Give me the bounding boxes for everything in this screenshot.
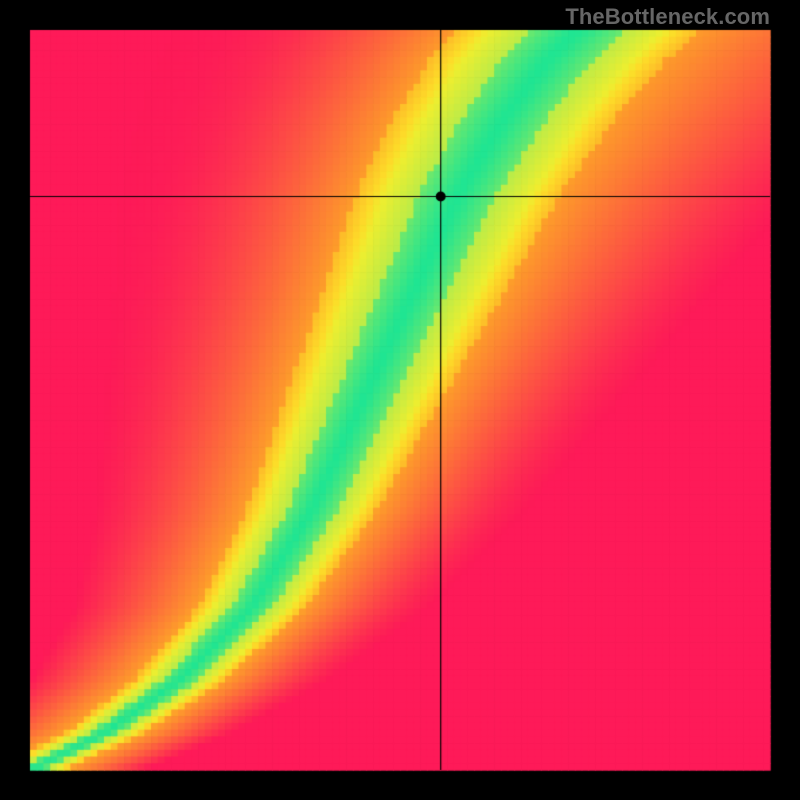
chart-container: { "watermark": { "text": "TheBottleneck.…	[0, 0, 800, 800]
watermark-text: TheBottleneck.com	[565, 4, 770, 30]
bottleneck-heatmap	[0, 0, 800, 800]
